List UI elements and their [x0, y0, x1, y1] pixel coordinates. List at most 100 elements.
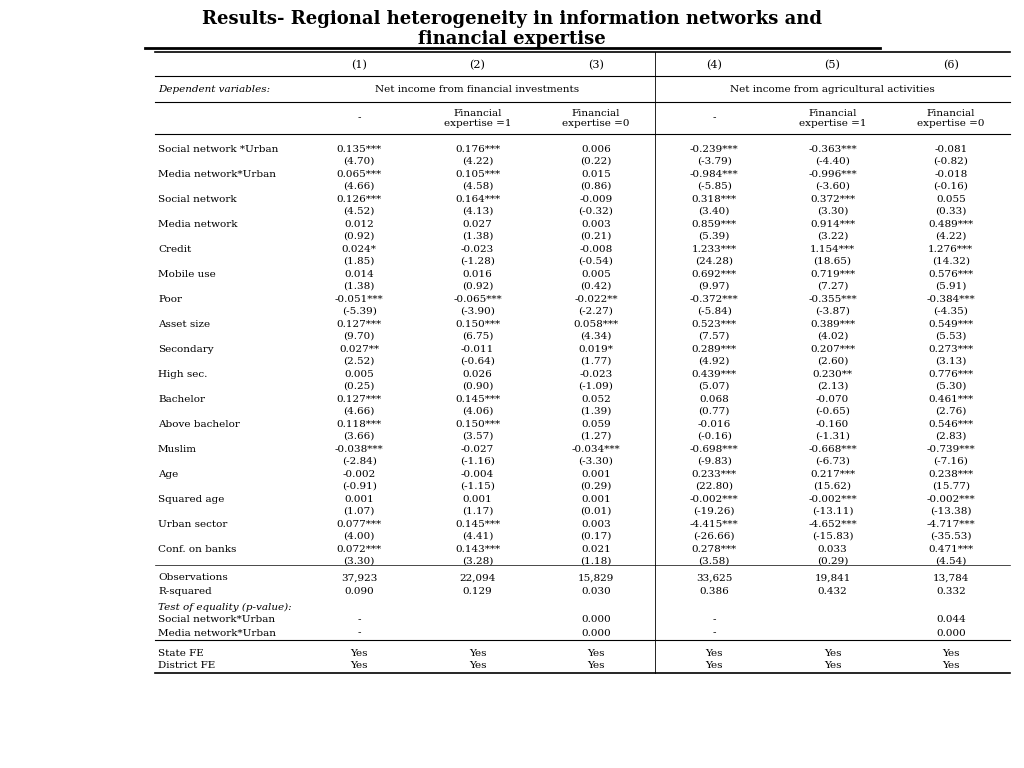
Text: -0.008: -0.008	[580, 245, 612, 254]
Text: (4.02): (4.02)	[817, 332, 848, 340]
Text: Bachelor: Bachelor	[158, 395, 205, 404]
Text: (1.85): (1.85)	[343, 257, 375, 266]
Text: 0.150***: 0.150***	[455, 320, 500, 329]
Text: 0.059: 0.059	[581, 420, 610, 429]
Text: Media network*Urban: Media network*Urban	[158, 170, 276, 179]
Text: R-squared: R-squared	[158, 587, 212, 595]
Text: (6): (6)	[943, 60, 958, 70]
Text: (-1.15): (-1.15)	[460, 482, 495, 491]
Text: -0.739***: -0.739***	[927, 445, 975, 454]
Text: (4.13): (4.13)	[462, 207, 494, 216]
Text: 0.024*: 0.024*	[342, 245, 377, 254]
Text: (1.39): (1.39)	[581, 406, 611, 415]
Text: expertise =0: expertise =0	[918, 118, 985, 127]
Text: 0.012: 0.012	[344, 220, 374, 229]
Text: (-0.16): (-0.16)	[696, 432, 731, 441]
Text: Yes: Yes	[823, 648, 842, 657]
Text: (0.33): (0.33)	[935, 207, 967, 216]
Text: Age: Age	[158, 470, 178, 479]
Text: 0.523***: 0.523***	[691, 320, 736, 329]
Text: Yes: Yes	[587, 661, 604, 670]
Text: (3.13): (3.13)	[935, 356, 967, 366]
Text: (2.60): (2.60)	[817, 356, 848, 366]
Text: Urban sector: Urban sector	[158, 520, 227, 529]
Text: (2.52): (2.52)	[343, 356, 375, 366]
Text: 0.439***: 0.439***	[691, 370, 736, 379]
Text: (0.86): (0.86)	[581, 181, 611, 190]
Text: Yes: Yes	[587, 648, 604, 657]
Text: 0.014: 0.014	[344, 270, 374, 279]
Text: -: -	[713, 628, 716, 637]
Text: (5): (5)	[824, 60, 841, 70]
Text: Observations: Observations	[158, 574, 227, 582]
Text: (1.07): (1.07)	[343, 507, 375, 515]
Text: Secondary: Secondary	[158, 345, 214, 354]
Text: (24.28): (24.28)	[695, 257, 733, 266]
Text: (-19.26): (-19.26)	[693, 507, 735, 515]
Text: Test of equality (p-value):: Test of equality (p-value):	[158, 602, 292, 611]
Text: 0.386: 0.386	[699, 587, 729, 595]
Text: -0.002***: -0.002***	[690, 495, 738, 504]
Text: (1): (1)	[351, 60, 368, 70]
Text: 0.000: 0.000	[581, 628, 610, 637]
Text: (-3.87): (-3.87)	[815, 306, 850, 316]
Text: Yes: Yes	[469, 661, 486, 670]
Text: (-3.90): (-3.90)	[460, 306, 495, 316]
Text: (5.53): (5.53)	[935, 332, 967, 340]
Text: -0.160: -0.160	[816, 420, 849, 429]
Text: -0.034***: -0.034***	[571, 445, 621, 454]
Text: Financial: Financial	[927, 108, 975, 118]
Text: (3.30): (3.30)	[817, 207, 848, 216]
Text: (4.41): (4.41)	[462, 531, 494, 541]
Text: Poor: Poor	[158, 295, 182, 304]
Text: (-0.32): (-0.32)	[579, 207, 613, 216]
Text: 1.233***: 1.233***	[691, 245, 736, 254]
Text: (15.62): (15.62)	[813, 482, 852, 491]
Text: (3.28): (3.28)	[462, 557, 494, 565]
Text: 0.859***: 0.859***	[691, 220, 736, 229]
Text: 0.471***: 0.471***	[929, 545, 974, 554]
Text: (14.32): (14.32)	[932, 257, 970, 266]
Text: -4.652***: -4.652***	[808, 520, 857, 529]
Text: -: -	[357, 615, 360, 624]
Text: 0.489***: 0.489***	[929, 220, 974, 229]
Text: 0.016: 0.016	[463, 270, 493, 279]
Text: -0.009: -0.009	[580, 195, 612, 204]
Text: 0.090: 0.090	[344, 587, 374, 595]
Text: -0.355***: -0.355***	[808, 295, 857, 304]
Text: 0.207***: 0.207***	[810, 345, 855, 354]
Text: 13,784: 13,784	[933, 574, 969, 582]
Text: (4.06): (4.06)	[462, 406, 494, 415]
Text: (4.22): (4.22)	[462, 157, 494, 165]
Text: 0.549***: 0.549***	[929, 320, 974, 329]
Text: (1.38): (1.38)	[343, 282, 375, 290]
Text: (4.70): (4.70)	[343, 157, 375, 165]
Text: (-2.27): (-2.27)	[579, 306, 613, 316]
Text: Yes: Yes	[942, 661, 959, 670]
Text: (2.83): (2.83)	[935, 432, 967, 441]
Text: High sec.: High sec.	[158, 370, 208, 379]
Text: 0.030: 0.030	[581, 587, 610, 595]
Text: 0.318***: 0.318***	[691, 195, 736, 204]
Text: 0.127***: 0.127***	[337, 320, 382, 329]
Text: -: -	[357, 114, 360, 123]
Text: (2): (2)	[470, 60, 485, 70]
Text: -0.027: -0.027	[461, 445, 495, 454]
Text: 0.129: 0.129	[463, 587, 493, 595]
Text: (1.77): (1.77)	[581, 356, 611, 366]
Text: (4): (4)	[707, 60, 722, 70]
Text: Social network *Urban: Social network *Urban	[158, 145, 279, 154]
Text: State FE: State FE	[158, 648, 204, 657]
Text: (0.29): (0.29)	[581, 482, 611, 491]
Text: Yes: Yes	[706, 661, 723, 670]
Text: (1.38): (1.38)	[462, 231, 494, 240]
Text: 0.461***: 0.461***	[929, 395, 974, 404]
Text: 19,841: 19,841	[814, 574, 851, 582]
Text: (0.92): (0.92)	[343, 231, 375, 240]
Text: 0.176***: 0.176***	[455, 145, 500, 154]
Text: 0.217***: 0.217***	[810, 470, 855, 479]
Text: 0.230**: 0.230**	[812, 370, 853, 379]
Text: 0.914***: 0.914***	[810, 220, 855, 229]
Text: Yes: Yes	[350, 648, 368, 657]
Text: 0.546***: 0.546***	[929, 420, 974, 429]
